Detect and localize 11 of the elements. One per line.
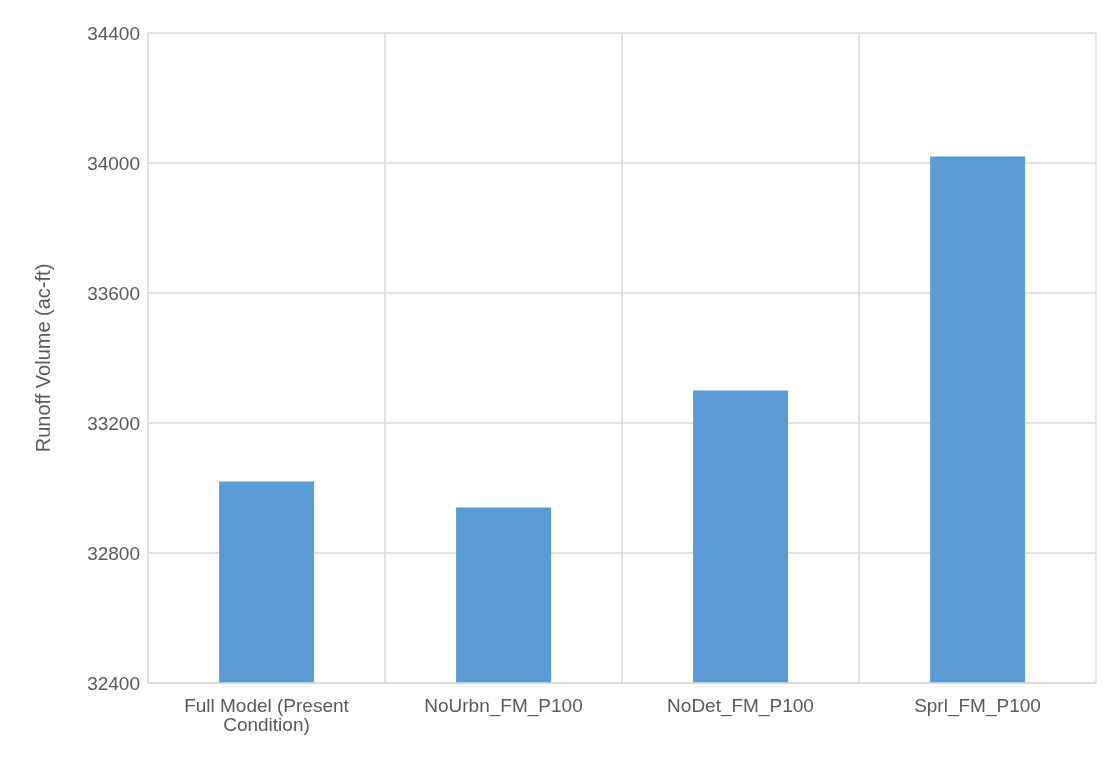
- y-axis-title: Runoff Volume (ac-ft): [32, 263, 55, 453]
- y-tick-label: 32400: [87, 672, 140, 694]
- y-tick-label: 34400: [87, 22, 140, 44]
- x-tick-label: Sprl_FM_P100: [914, 695, 1041, 718]
- y-tick-label: 34000: [87, 152, 140, 174]
- y-tick-label: 33600: [87, 282, 140, 304]
- y-tick-label: 33200: [87, 412, 140, 434]
- x-tick-label: NoUrbn_FM_P100: [424, 695, 583, 718]
- x-tick-label: NoDet_FM_P100: [667, 695, 814, 718]
- y-tick-label: 32800: [87, 542, 140, 564]
- x-tick-label: Full Model (Present Condition): [184, 695, 350, 736]
